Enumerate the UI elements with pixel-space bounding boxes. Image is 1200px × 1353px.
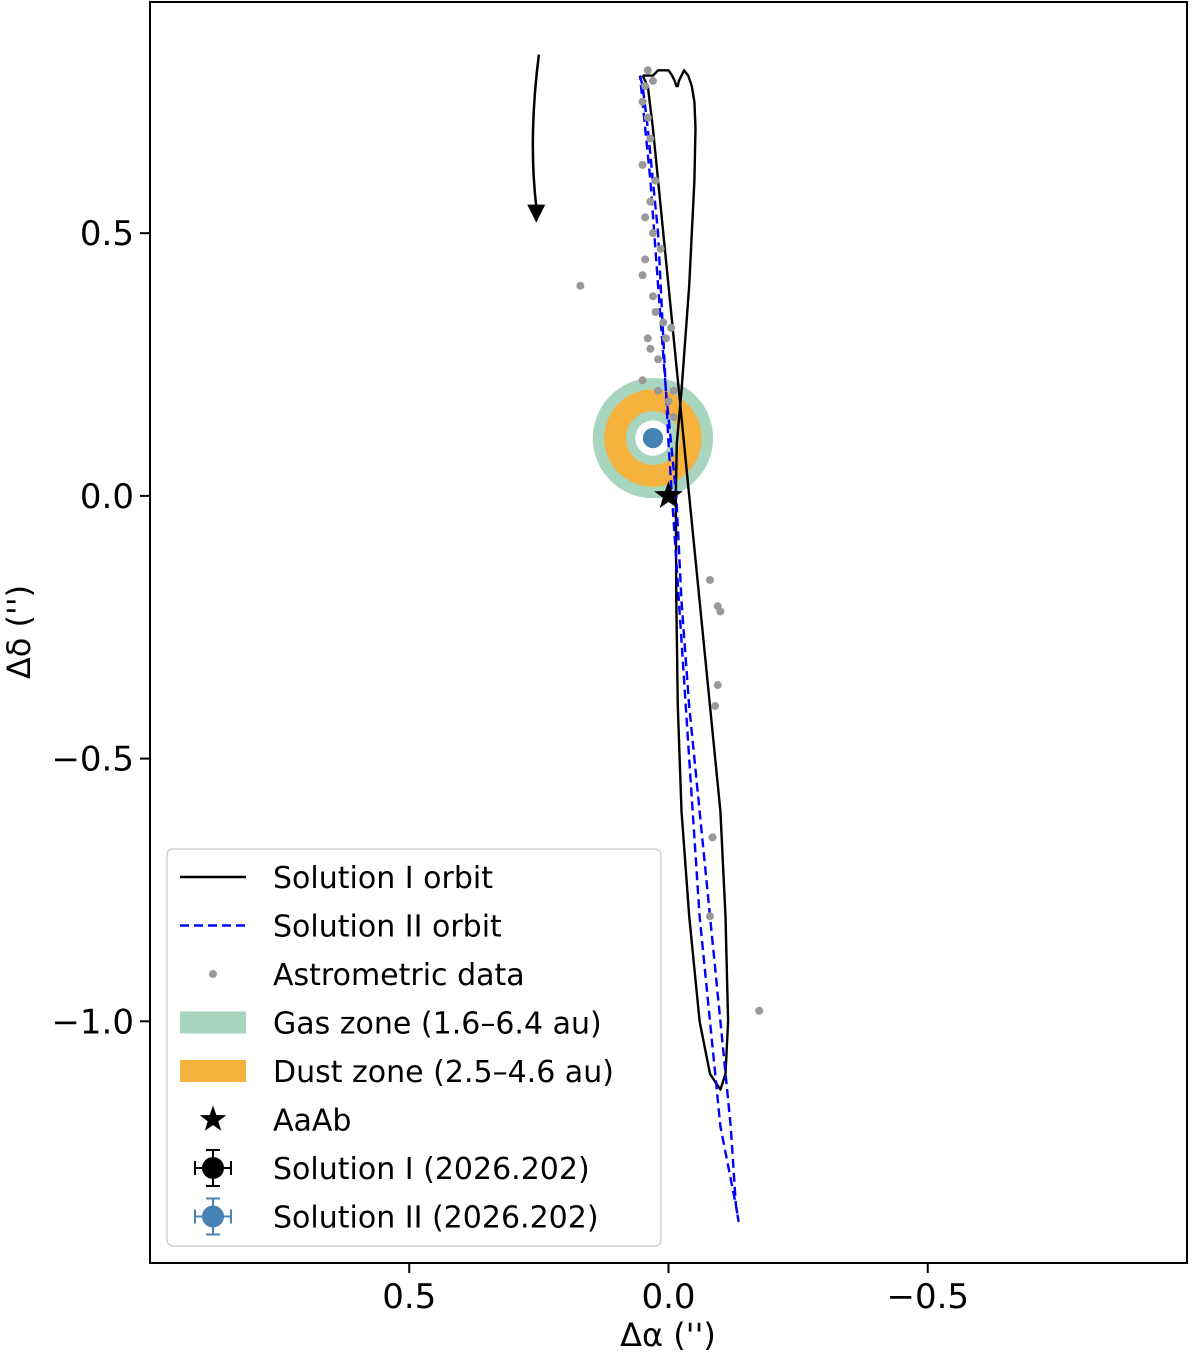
legend-label: Solution I (2026.202) <box>273 1152 590 1187</box>
legend-circle-icon <box>202 1205 224 1228</box>
astrometric-points-layer <box>576 66 764 1015</box>
astrometric-data-point <box>638 160 647 169</box>
legend-dot-icon <box>209 970 217 978</box>
legend-label: Solution I orbit <box>273 861 493 896</box>
legend-label: AaAb <box>273 1104 351 1139</box>
legend-label: Astrometric data <box>273 958 525 993</box>
legend-patch-icon <box>180 1011 246 1034</box>
astrometric-data-point <box>705 912 714 921</box>
astrometric-data-point <box>654 386 663 395</box>
astrometric-data-point <box>643 66 652 75</box>
astrometric-data-point <box>656 244 665 253</box>
astrometric-data-point <box>651 176 660 185</box>
ticks-layer: 0.5 0.0 −0.5 0.5 0.0 −0.5 −1.0 <box>51 214 969 1317</box>
astrometric-data-point <box>648 292 657 301</box>
astrometric-data-point <box>643 113 652 122</box>
aaab-star-marker <box>654 480 683 508</box>
legend-entry: AaAb <box>199 1104 351 1139</box>
astrometric-data-point <box>641 82 650 91</box>
motion-arrow-shaft <box>531 54 541 207</box>
astrometric-data-point <box>638 97 647 106</box>
legend-entry: Solution I (2026.202) <box>194 1149 590 1187</box>
astrometric-data-point <box>641 213 650 222</box>
astrometric-data-point <box>648 76 657 85</box>
legend-entry: Solution I orbit <box>180 861 493 896</box>
legend-entry: Solution II orbit <box>180 910 502 945</box>
astrometric-data-point <box>669 386 678 395</box>
legend-label: Dust zone (2.5–4.6 au) <box>273 1055 614 1090</box>
astrometric-data-point <box>651 307 660 316</box>
astrometric-data-point <box>716 607 725 616</box>
astrometric-data-point <box>667 323 676 332</box>
y-tick-label: −0.5 <box>51 740 134 780</box>
astrometric-data-point <box>648 229 657 238</box>
astrometric-data-point <box>643 334 652 343</box>
astrometric-data-point <box>641 255 650 264</box>
legend-entry: Solution II (2026.202) <box>194 1197 599 1236</box>
astrometric-data-point <box>646 344 655 353</box>
astrometric-data-point <box>646 134 655 143</box>
legend-entry: Gas zone (1.6–6.4 au) <box>180 1007 602 1042</box>
motion-arrow-head <box>527 204 546 223</box>
y-tick-label: 0.0 <box>80 477 134 517</box>
x-tick-label: −0.5 <box>886 1277 969 1317</box>
x-tick-label: 0.5 <box>382 1277 436 1317</box>
solution-2-position-marker <box>642 428 663 449</box>
legend-patch-icon <box>180 1060 246 1082</box>
legend-entry: Astrometric data <box>209 958 525 993</box>
legend: Solution I orbit Solution II orbit Astrome… <box>166 848 662 1247</box>
astrometric-data-point <box>713 681 722 690</box>
legend-entry: Dust zone (2.5–4.6 au) <box>180 1055 614 1090</box>
astrometric-data-point <box>654 355 663 364</box>
y-tick-label: −1.0 <box>51 1002 134 1042</box>
legend-box <box>166 848 662 1247</box>
astrometric-data-point <box>646 197 655 206</box>
astrometric-data-point <box>659 318 668 327</box>
markers-layer <box>527 54 683 508</box>
legend-star-icon <box>199 1105 227 1131</box>
astrometric-data-point <box>664 397 673 406</box>
y-tick-label: 0.5 <box>80 214 134 254</box>
astrometric-data-point <box>755 1006 764 1015</box>
astrometric-data-point <box>638 376 647 385</box>
legend-label: Solution II (2026.202) <box>273 1201 599 1236</box>
astrometric-data-point <box>669 413 678 422</box>
astrometric-data-point <box>705 575 714 584</box>
astrometric-data-point <box>576 281 585 290</box>
legend-label: Solution II orbit <box>273 910 502 945</box>
astrometric-data-point <box>638 271 647 280</box>
x-axis-label: Δα ('') <box>620 1316 716 1353</box>
x-tick-label: 0.0 <box>641 1277 695 1317</box>
astrometric-data-point <box>708 833 717 842</box>
legend-circle-icon <box>202 1157 224 1179</box>
y-axis-label: Δδ ('') <box>0 585 38 679</box>
legend-label: Gas zone (1.6–6.4 au) <box>273 1007 602 1042</box>
astrometric-data-point <box>711 702 720 711</box>
astrometric-data-point <box>661 334 670 343</box>
